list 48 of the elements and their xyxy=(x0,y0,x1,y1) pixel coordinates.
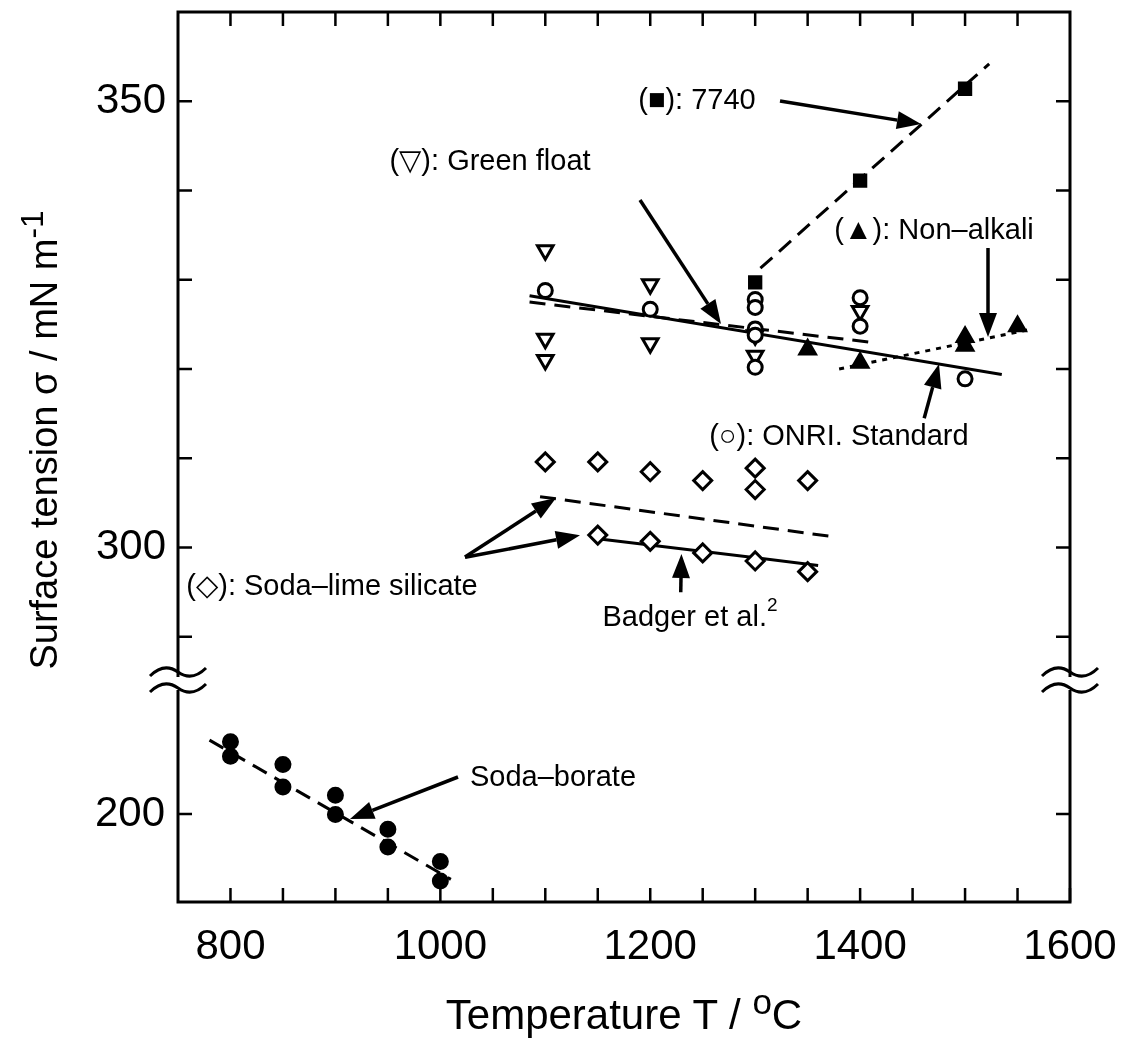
point xyxy=(534,451,556,473)
point xyxy=(326,786,344,804)
point xyxy=(326,806,344,824)
point xyxy=(748,275,763,290)
point xyxy=(431,853,449,871)
point xyxy=(744,457,766,479)
point xyxy=(746,326,764,344)
text: 200 xyxy=(94,787,166,835)
y-tick-label: 350 xyxy=(95,74,166,122)
x-axis-title: Temperature T / $^{o}$C xyxy=(445,981,803,1039)
annotation: Soda–borate xyxy=(469,760,637,792)
point xyxy=(221,747,239,765)
point xyxy=(536,282,554,299)
point xyxy=(431,872,449,890)
point xyxy=(746,298,764,316)
point xyxy=(274,755,292,773)
annotation: (◇): Soda–lime silicate xyxy=(186,569,478,601)
point xyxy=(587,451,609,473)
point xyxy=(744,479,766,501)
annotation: (▲): Non–alkali xyxy=(834,213,1034,245)
point xyxy=(851,317,869,335)
x-tick-label: 1000 xyxy=(393,920,488,968)
point xyxy=(956,370,974,388)
x-tick-label: 800 xyxy=(195,920,266,968)
y-tick-label: 300 xyxy=(95,521,166,569)
x-tick-label: 1200 xyxy=(603,920,697,968)
point xyxy=(797,470,819,492)
point xyxy=(957,81,973,96)
x-tick-label: 1600 xyxy=(1023,920,1117,968)
point xyxy=(639,461,661,483)
x-tick-label: 1400 xyxy=(813,920,907,968)
point xyxy=(746,358,764,376)
annotation: (▽): Green float xyxy=(389,144,591,176)
point xyxy=(797,561,819,583)
point xyxy=(692,470,714,492)
point xyxy=(641,300,659,318)
annotation: (○): ONRI. Standard xyxy=(709,419,969,451)
point xyxy=(379,820,397,838)
point xyxy=(744,550,766,572)
point xyxy=(852,173,868,188)
point xyxy=(692,542,714,564)
annotation: (■): 7740 xyxy=(638,83,756,115)
point xyxy=(274,778,292,796)
point xyxy=(379,838,397,856)
point xyxy=(639,530,661,552)
point xyxy=(851,289,869,307)
point xyxy=(587,524,609,546)
point xyxy=(221,733,239,751)
